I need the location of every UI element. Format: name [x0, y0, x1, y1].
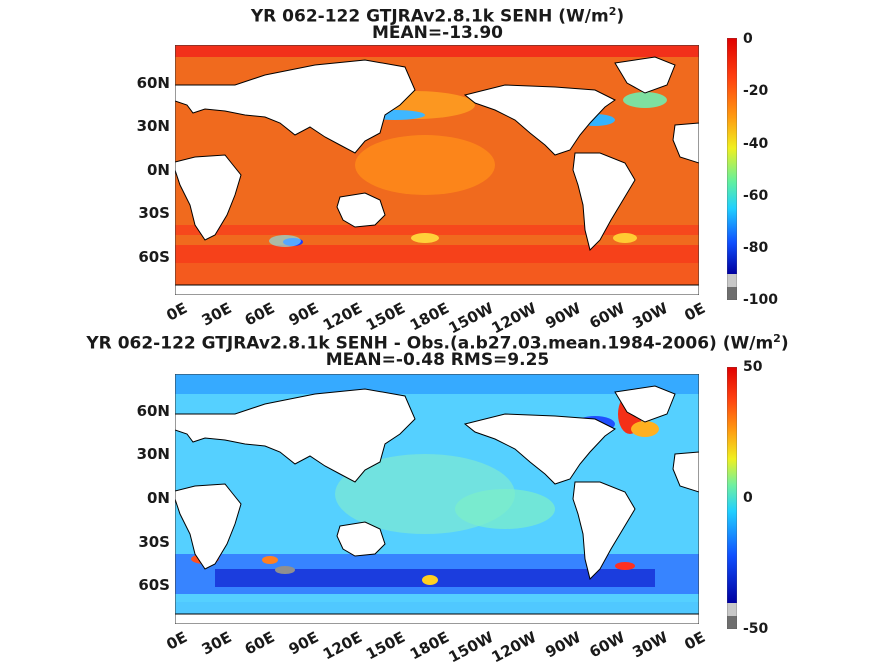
- top-lat-60n: 60N: [136, 74, 170, 92]
- top-lat-30n: 30N: [136, 117, 170, 135]
- bottom-land-europe-east: [672, 451, 699, 493]
- land-australia: [336, 192, 386, 228]
- bottom-lon-9: 90W: [541, 628, 584, 662]
- bottom-lon-2: 60E: [241, 628, 278, 659]
- bottom-lat-0n: 0N: [147, 489, 170, 507]
- bottom-lon-6: 180E: [407, 628, 453, 664]
- top-lat-60s: 60S: [138, 248, 170, 266]
- bottom-land-greenland: [614, 385, 676, 423]
- top-cb-tick-3: -60: [743, 188, 769, 204]
- top-lon-12: 0E: [681, 299, 709, 325]
- bottom-map: [175, 374, 699, 624]
- bottom-colorbar: [726, 366, 738, 630]
- top-lon-9: 90W: [541, 299, 584, 333]
- top-lon-11: 30W: [628, 299, 671, 333]
- bottom-land-australia: [336, 521, 386, 557]
- bottom-title-sup: 2: [773, 332, 781, 345]
- land-south-america: [572, 152, 636, 251]
- bottom-lat-60n: 60N: [136, 402, 170, 420]
- bottom-lon-4: 120E: [320, 628, 366, 664]
- bottom-land-north-america: [463, 413, 616, 485]
- top-mean: MEAN=-13.90: [372, 23, 503, 43]
- bottom-title-text: YR 062-122 GTJRAv2.8.1k SENH - Obs.(a.b2…: [86, 333, 774, 354]
- bottom-cb-tick-1: 0: [743, 490, 753, 506]
- top-cb-tick-0: 0: [743, 31, 753, 47]
- top-lat-30s: 30S: [138, 204, 170, 222]
- bottom-stats: MEAN=-0.48 RMS=9.25: [325, 350, 550, 370]
- bottom-lon-8: 120W: [488, 628, 540, 666]
- top-lat-0n: 0N: [147, 161, 170, 179]
- top-lon-1: 30E: [198, 299, 235, 330]
- top-cb-tick-5: -100: [743, 292, 779, 308]
- bottom-land-south-america: [572, 481, 636, 580]
- top-title-close: ): [616, 6, 625, 27]
- land-europe-east: [672, 122, 699, 164]
- top-lon-10: 60W: [585, 299, 628, 333]
- top-colorbar: [726, 37, 738, 301]
- top-cb-tick-4: -80: [743, 240, 769, 256]
- top-lon-0: 0E: [163, 299, 191, 325]
- top-cb-tick-1: -20: [743, 83, 769, 99]
- bottom-lon-11: 30W: [628, 628, 671, 662]
- land-africa: [175, 154, 242, 241]
- bottom-lon-10: 60W: [585, 628, 628, 662]
- top-lon-2: 60E: [241, 299, 278, 330]
- land-north-america: [463, 84, 616, 156]
- top-title-sup: 2: [608, 5, 617, 18]
- top-lon-3: 90E: [285, 299, 322, 330]
- land-antarctica: [175, 284, 699, 295]
- bottom-land-africa: [175, 483, 242, 570]
- bottom-lon-3: 90E: [285, 628, 322, 659]
- bottom-lon-12: 0E: [681, 628, 709, 654]
- land-greenland: [614, 56, 676, 94]
- bottom-lat-30s: 30S: [138, 533, 170, 551]
- top-title-text: YR 062-122 GTJRAv2.8.1k SENH (W/m: [250, 6, 609, 27]
- top-map: [175, 45, 699, 295]
- bottom-lon-7: 150W: [445, 628, 497, 666]
- land-eurasia: [175, 59, 416, 154]
- bottom-cb-tick-0: 50: [743, 359, 763, 375]
- bottom-title: YR 062-122 GTJRAv2.8.1k SENH - Obs.(a.b2…: [0, 329, 875, 354]
- bottom-lon-5: 150E: [363, 628, 409, 664]
- bottom-lat-30n: 30N: [136, 445, 170, 463]
- bottom-land-eurasia: [175, 388, 416, 483]
- bottom-lon-1: 30E: [198, 628, 235, 659]
- bottom-cb-tick-2: -50: [743, 621, 769, 637]
- bottom-lat-60s: 60S: [138, 576, 170, 594]
- bottom-lon-0: 0E: [163, 628, 191, 654]
- top-title: YR 062-122 GTJRAv2.8.1k SENH (W/m2): [0, 2, 875, 27]
- top-cb-tick-2: -40: [743, 136, 769, 152]
- bottom-title-close: ): [780, 333, 789, 354]
- bottom-land-antarctica: [175, 613, 699, 624]
